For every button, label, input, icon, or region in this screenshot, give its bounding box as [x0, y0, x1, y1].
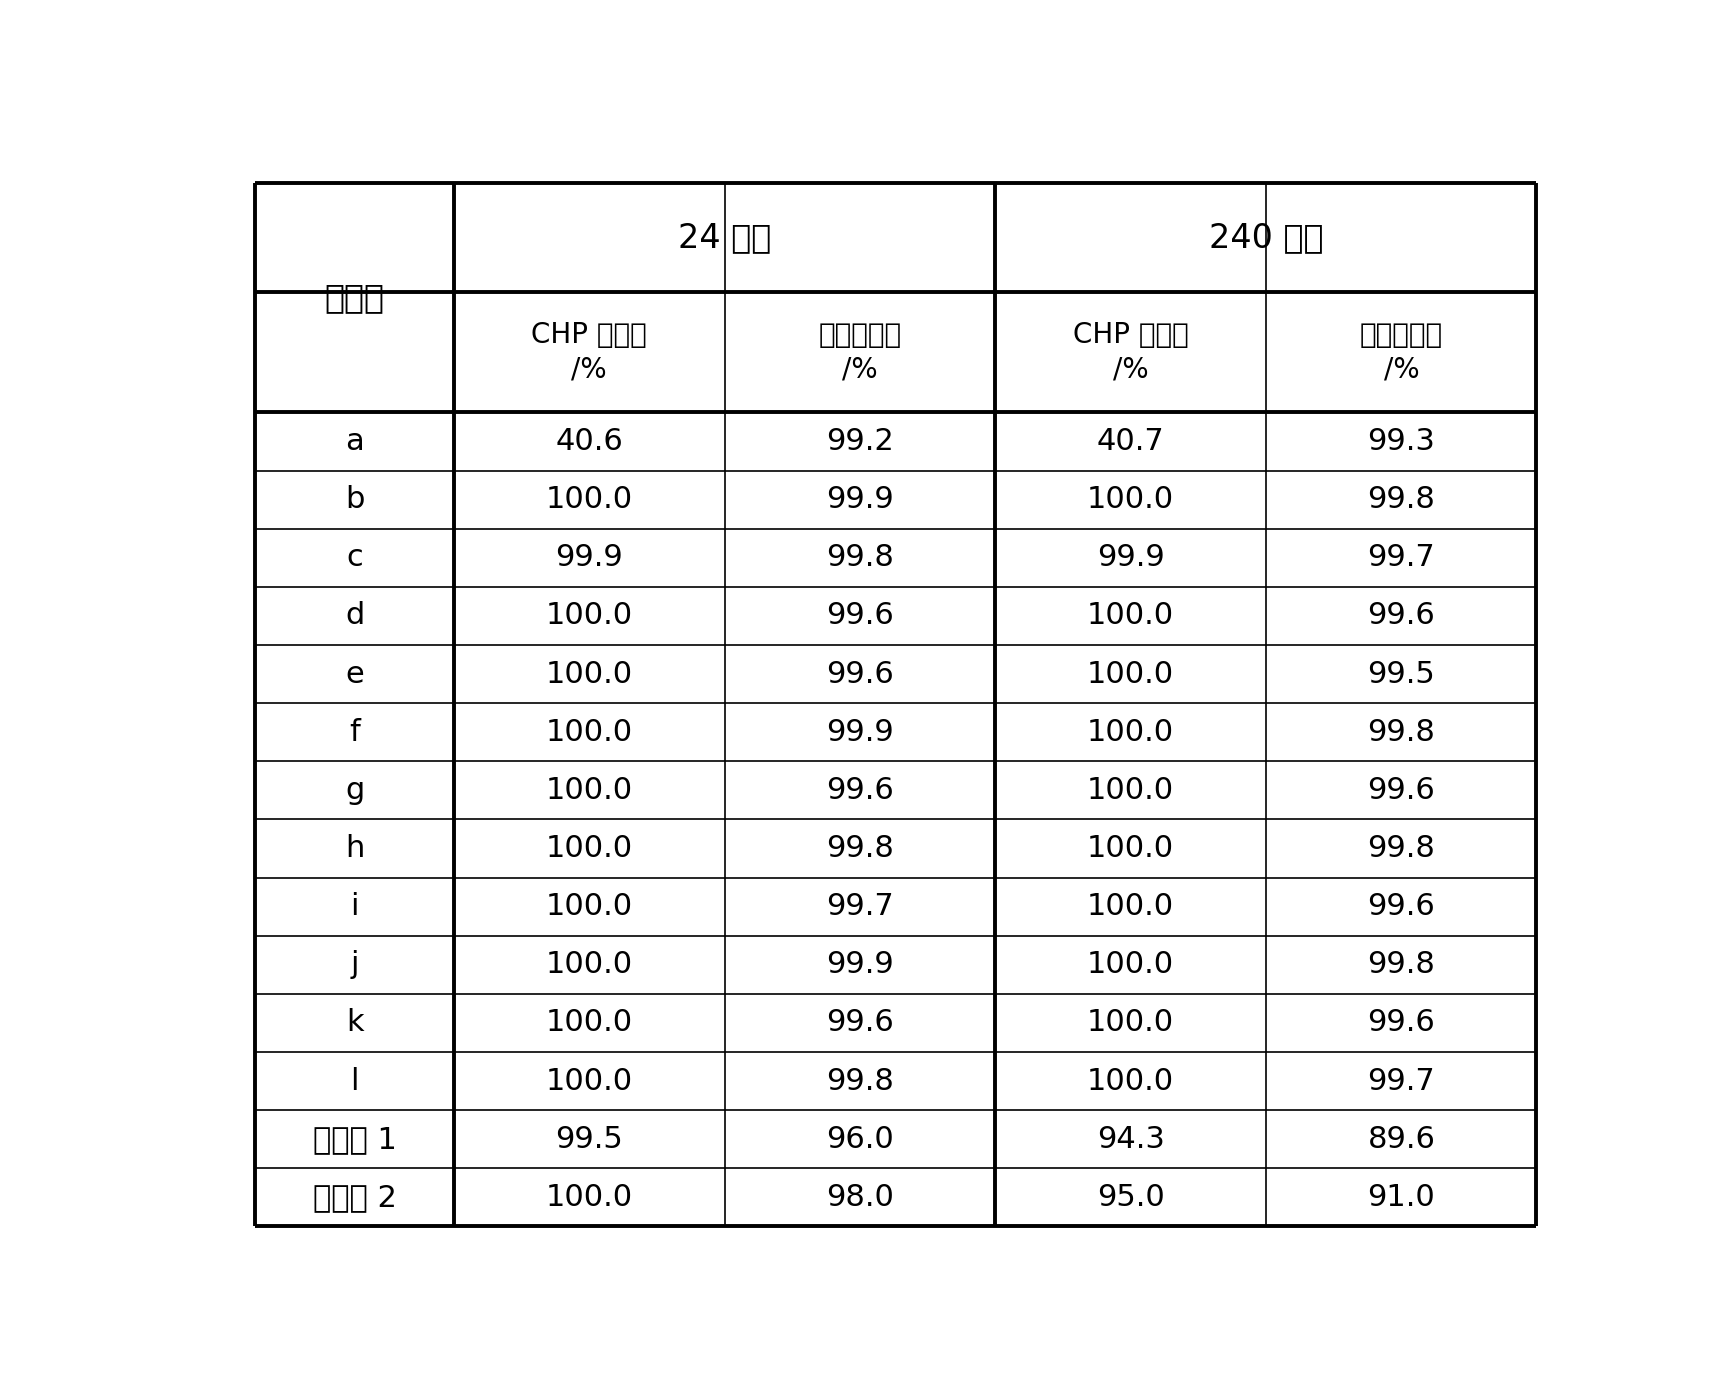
- Text: 99.6: 99.6: [1367, 892, 1434, 922]
- Text: 99.8: 99.8: [1367, 951, 1436, 980]
- Text: 100.0: 100.0: [1087, 660, 1174, 688]
- Text: 89.6: 89.6: [1367, 1125, 1436, 1154]
- Text: 100.0: 100.0: [1087, 776, 1174, 805]
- Text: 100.0: 100.0: [1087, 1008, 1174, 1037]
- Text: 100.0: 100.0: [1087, 717, 1174, 746]
- Text: d: d: [344, 602, 363, 631]
- Text: 100.0: 100.0: [1087, 1066, 1174, 1095]
- Text: c: c: [346, 543, 363, 573]
- Text: 100.0: 100.0: [546, 1008, 632, 1037]
- Text: 24 小时: 24 小时: [678, 221, 771, 254]
- Text: 芯醇选择性
/%: 芯醇选择性 /%: [1360, 321, 1443, 384]
- Text: 98.0: 98.0: [827, 1183, 894, 1212]
- Text: b: b: [344, 485, 365, 514]
- Text: 96.0: 96.0: [827, 1125, 894, 1154]
- Text: 比较例 2: 比较例 2: [313, 1183, 396, 1212]
- Text: 240 小时: 240 小时: [1209, 221, 1322, 254]
- Text: 99.8: 99.8: [1367, 717, 1436, 746]
- Text: 100.0: 100.0: [546, 776, 632, 805]
- Text: CHP 转化率
/%: CHP 转化率 /%: [1073, 321, 1188, 384]
- Text: 99.8: 99.8: [1367, 834, 1436, 863]
- Text: 99.9: 99.9: [827, 951, 894, 980]
- Text: 100.0: 100.0: [1087, 485, 1174, 514]
- Text: 99.8: 99.8: [827, 834, 894, 863]
- Text: 99.7: 99.7: [1367, 543, 1434, 573]
- Text: 99.8: 99.8: [1367, 485, 1436, 514]
- Text: 100.0: 100.0: [1087, 892, 1174, 922]
- Text: 100.0: 100.0: [546, 602, 632, 631]
- Text: 99.6: 99.6: [827, 602, 894, 631]
- Text: 99.6: 99.6: [827, 1008, 894, 1037]
- Text: 99.5: 99.5: [556, 1125, 623, 1154]
- Text: 99.9: 99.9: [1097, 543, 1164, 573]
- Text: 99.2: 99.2: [827, 427, 894, 456]
- Text: 100.0: 100.0: [546, 834, 632, 863]
- Text: 100.0: 100.0: [546, 892, 632, 922]
- Text: 99.6: 99.6: [1367, 602, 1434, 631]
- Text: 99.7: 99.7: [1367, 1066, 1434, 1095]
- Text: 99.9: 99.9: [827, 485, 894, 514]
- Text: 40.7: 40.7: [1097, 427, 1164, 456]
- Text: 100.0: 100.0: [1087, 834, 1174, 863]
- Text: 99.3: 99.3: [1367, 427, 1436, 456]
- Text: e: e: [344, 660, 363, 688]
- Text: 94.3: 94.3: [1097, 1125, 1164, 1154]
- Text: CHP 转化率
/%: CHP 转化率 /%: [532, 321, 647, 384]
- Text: 95.0: 95.0: [1097, 1183, 1164, 1212]
- Text: l: l: [350, 1066, 358, 1095]
- Text: 99.9: 99.9: [556, 543, 623, 573]
- Text: 99.6: 99.6: [827, 660, 894, 688]
- Text: 99.6: 99.6: [1367, 1008, 1434, 1037]
- Text: 100.0: 100.0: [546, 485, 632, 514]
- Text: 100.0: 100.0: [1087, 602, 1174, 631]
- Text: 催化剂: 催化剂: [324, 281, 384, 314]
- Text: 99.8: 99.8: [827, 1066, 894, 1095]
- Text: 100.0: 100.0: [546, 660, 632, 688]
- Text: 100.0: 100.0: [546, 951, 632, 980]
- Text: 40.6: 40.6: [556, 427, 623, 456]
- Text: j: j: [350, 951, 358, 980]
- Text: i: i: [350, 892, 358, 922]
- Text: 99.6: 99.6: [1367, 776, 1434, 805]
- Text: a: a: [344, 427, 363, 456]
- Text: f: f: [350, 717, 360, 746]
- Text: 芯醇选择性
/%: 芯醇选择性 /%: [818, 321, 902, 384]
- Text: 比较例 1: 比较例 1: [313, 1125, 396, 1154]
- Text: k: k: [346, 1008, 363, 1037]
- Text: 99.6: 99.6: [827, 776, 894, 805]
- Text: 99.9: 99.9: [827, 717, 894, 746]
- Text: 100.0: 100.0: [546, 1066, 632, 1095]
- Text: 99.7: 99.7: [827, 892, 894, 922]
- Text: 100.0: 100.0: [546, 717, 632, 746]
- Text: g: g: [344, 776, 363, 805]
- Text: 100.0: 100.0: [546, 1183, 632, 1212]
- Text: 99.8: 99.8: [827, 543, 894, 573]
- Text: 91.0: 91.0: [1367, 1183, 1434, 1212]
- Text: 99.5: 99.5: [1367, 660, 1434, 688]
- Text: h: h: [344, 834, 365, 863]
- Text: 100.0: 100.0: [1087, 951, 1174, 980]
